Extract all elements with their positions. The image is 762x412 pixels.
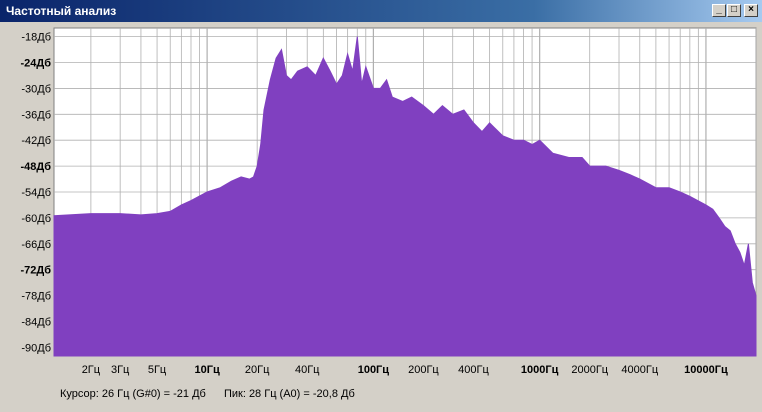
minimize-button[interactable]: _ [712,4,726,17]
x-tick-label: 20Гц [245,364,270,376]
y-tick-label: -30Дб [21,83,51,95]
y-tick-label: -42Дб [21,135,51,147]
x-tick-label: 1000Гц [521,364,559,376]
y-tick-label: -54Дб [21,187,51,199]
y-tick-label: -24Дб [20,58,51,70]
y-tick-label: -72Дб [20,265,51,277]
x-tick-label: 10Гц [194,364,219,376]
status-bar: Курсор: 26 Гц (G#0) = -21 Дб Пик: 28 Гц … [60,388,355,400]
x-tick-label: 400Гц [458,364,489,376]
window-title: Частотный анализ [6,4,117,18]
peak-readout: Пик: 28 Гц (A0) = -20,8 Дб [223,388,355,400]
spectrum-area [53,36,757,357]
y-tick-label: -78Дб [21,291,51,303]
y-tick-label: -18Дб [21,32,51,44]
y-tick-label: -66Дб [21,239,51,251]
y-tick-label: -60Дб [21,213,51,225]
x-tick-label: 200Гц [408,364,439,376]
x-tick-label: 5Гц [148,364,167,376]
x-tick-label: 2000Гц [571,364,608,376]
close-button[interactable]: × [744,4,758,17]
x-tick-label: 3Гц [111,364,130,376]
spectrum-chart[interactable]: -18Дб -24Дб -30Дб -36Дб -42Дб -48Дб -54Дб -60Дб… [0,22,762,384]
spectrum-plot[interactable]: -18Дб -24Дб -30Дб -36Дб -42Дб -48Дб -54Дб -60Дб… [0,22,762,384]
x-tick-label: 2Гц [82,364,101,376]
x-tick-label: 100Гц [358,364,390,376]
y-tick-label: -48Дб [20,161,51,173]
x-tick-label: 10000Гц [684,364,728,376]
x-tick-label: 4000Гц [621,364,658,376]
y-tick-label: -90Дб [21,342,51,354]
y-tick-label: -36Дб [21,109,51,121]
title-bar[interactable]: Частотный анализ _ □ × [0,0,762,22]
maximize-button[interactable]: □ [727,4,741,17]
x-tick-label: 40Гц [295,364,320,376]
cursor-readout: Курсор: 26 Гц (G#0) = -21 Дб [60,388,206,400]
y-tick-label: -84Дб [21,316,51,328]
